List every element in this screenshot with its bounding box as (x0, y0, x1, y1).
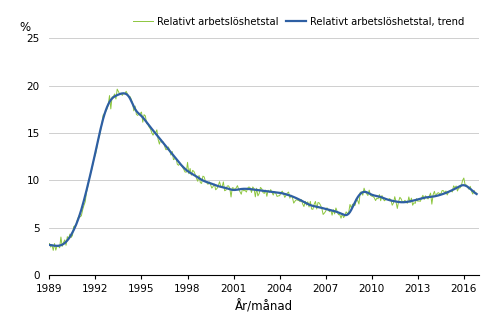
Relativt arbetslöshetstal (474, 191, 480, 195)
Relativt arbetslöshetstal (145, 123, 151, 126)
Text: %: % (19, 21, 31, 34)
Relativt arbetslöshetstal (316, 201, 322, 205)
Relativt arbetslöshetstal, trend (400, 200, 406, 204)
Relativt arbetslöshetstal, trend (48, 243, 54, 247)
Relativt arbetslöshetstal (48, 245, 54, 249)
Relativt arbetslöshetstal (400, 200, 406, 204)
Line: Relativt arbetslöshetstal: Relativt arbetslöshetstal (49, 89, 477, 250)
Line: Relativt arbetslöshetstal, trend: Relativt arbetslöshetstal, trend (49, 93, 477, 246)
Relativt arbetslöshetstal (46, 242, 52, 245)
Relativt arbetslöshetstal, trend (316, 205, 322, 209)
Relativt arbetslöshetstal, trend (54, 244, 60, 248)
Relativt arbetslöshetstal (85, 185, 91, 188)
Relativt arbetslöshetstal, trend (344, 213, 350, 217)
Relativt arbetslöshetstal (344, 212, 350, 216)
Relativt arbetslöshetstal, trend (46, 243, 52, 247)
Legend: Relativt arbetslöshetstal, Relativt arbetslöshetstal, trend: Relativt arbetslöshetstal, Relativt arbe… (129, 12, 469, 31)
Relativt arbetslöshetstal, trend (145, 122, 151, 126)
Relativt arbetslöshetstal, trend (121, 92, 126, 95)
Relativt arbetslöshetstal, trend (474, 192, 480, 196)
X-axis label: År/månad: År/månad (235, 300, 293, 313)
Relativt arbetslöshetstal, trend (85, 183, 91, 187)
Relativt arbetslöshetstal (114, 87, 120, 91)
Relativt arbetslöshetstal (50, 248, 56, 252)
